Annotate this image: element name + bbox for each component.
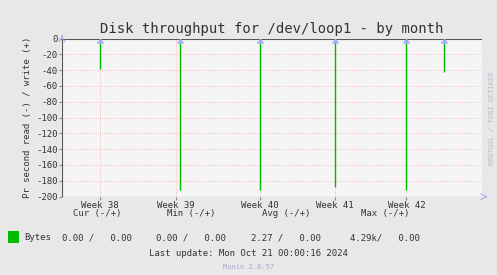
Text: Last update: Mon Oct 21 00:00:16 2024: Last update: Mon Oct 21 00:00:16 2024: [149, 249, 348, 258]
Text: Bytes: Bytes: [24, 233, 51, 242]
Text: Min (-/+): Min (-/+): [167, 209, 216, 218]
Text: 2.27 /   0.00: 2.27 / 0.00: [251, 233, 321, 242]
Text: Cur (-/+): Cur (-/+): [73, 209, 121, 218]
Text: Max (-/+): Max (-/+): [361, 209, 410, 218]
Text: RRDTOOL / TOBI OETIKER: RRDTOOL / TOBI OETIKER: [489, 72, 495, 165]
Y-axis label: Pr second read (-) / write (+): Pr second read (-) / write (+): [23, 37, 32, 198]
Title: Disk throughput for /dev/loop1 - by month: Disk throughput for /dev/loop1 - by mont…: [100, 22, 444, 36]
Text: Avg (-/+): Avg (-/+): [261, 209, 310, 218]
Text: 4.29k/   0.00: 4.29k/ 0.00: [350, 233, 420, 242]
Text: 0.00 /   0.00: 0.00 / 0.00: [157, 233, 226, 242]
Text: Munin 2.0.57: Munin 2.0.57: [223, 264, 274, 270]
Text: 0.00 /   0.00: 0.00 / 0.00: [62, 233, 132, 242]
